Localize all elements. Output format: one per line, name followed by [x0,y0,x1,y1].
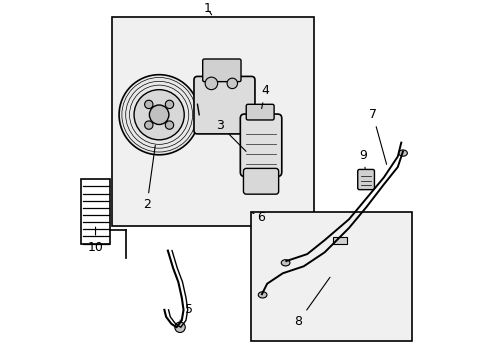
Text: 6: 6 [251,211,264,224]
FancyBboxPatch shape [246,104,274,120]
Text: 3: 3 [216,119,245,151]
Text: 9: 9 [358,149,366,170]
Ellipse shape [258,292,266,298]
Bar [333,237,346,244]
Text: 5: 5 [180,303,192,320]
Text: 10: 10 [87,227,103,254]
FancyBboxPatch shape [203,59,241,82]
Circle shape [119,75,199,155]
Circle shape [175,322,185,333]
Bar [112,17,313,226]
Bar [251,212,411,341]
Text: 1: 1 [203,3,211,15]
Bar [81,179,110,244]
Ellipse shape [398,150,407,156]
FancyBboxPatch shape [240,114,281,176]
Circle shape [165,121,173,129]
Text: 4: 4 [261,84,269,109]
Circle shape [204,77,217,90]
Circle shape [165,100,173,109]
FancyBboxPatch shape [357,170,374,190]
Circle shape [144,121,153,129]
Circle shape [149,105,168,125]
Text: 7: 7 [368,108,386,164]
Circle shape [134,90,184,140]
Circle shape [226,78,237,89]
Text: 8: 8 [294,277,329,328]
FancyBboxPatch shape [194,76,254,134]
Text: 2: 2 [142,145,155,211]
Circle shape [144,100,153,109]
FancyBboxPatch shape [243,168,278,194]
Ellipse shape [281,260,289,266]
